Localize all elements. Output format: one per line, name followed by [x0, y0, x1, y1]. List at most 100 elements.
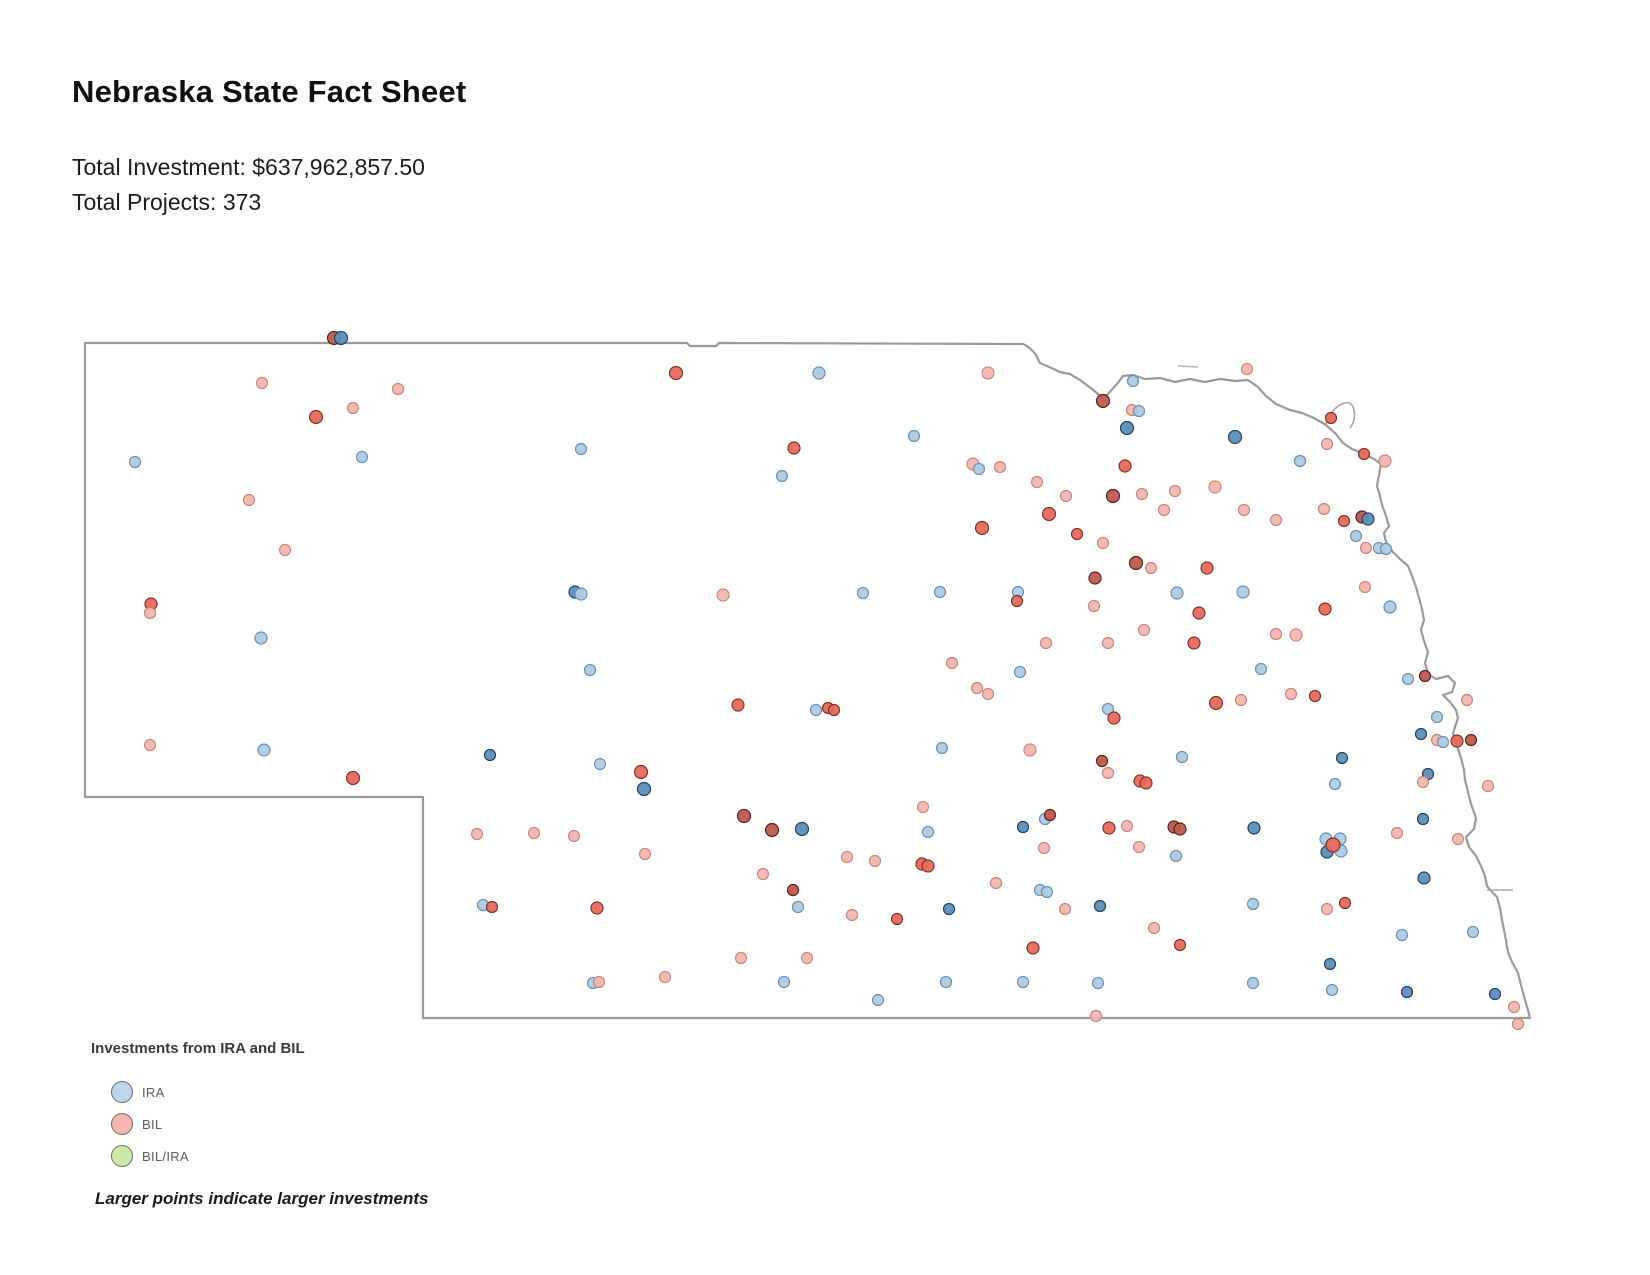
legend-swatch-icon — [111, 1081, 133, 1103]
investment-point — [1325, 837, 1341, 853]
investment-point — [1119, 420, 1135, 436]
investment-point — [1040, 885, 1054, 899]
investment-point — [658, 970, 672, 984]
investment-point — [1236, 585, 1250, 599]
investment-point — [1325, 983, 1339, 997]
investment-point — [787, 441, 801, 455]
investment-point — [1192, 606, 1206, 620]
investment-point — [593, 757, 607, 771]
investment-point — [809, 703, 823, 717]
page-title: Nebraska State Fact Sheet — [72, 74, 467, 109]
investment-point — [257, 743, 271, 757]
investment-point — [993, 460, 1007, 474]
investment-point — [731, 698, 745, 712]
investment-point — [1095, 393, 1111, 409]
investment-point — [1120, 819, 1134, 833]
investment-point — [972, 462, 986, 476]
legend-swatch-icon — [111, 1145, 133, 1167]
investment-point — [1240, 362, 1254, 376]
investment-point — [777, 975, 791, 989]
investment-point — [1101, 702, 1115, 716]
investment-point — [1093, 899, 1107, 913]
investment-point — [1284, 687, 1298, 701]
investment-point — [255, 376, 269, 390]
investment-point — [1357, 447, 1371, 461]
legend-note: Larger points indicate larger investment… — [95, 1189, 429, 1208]
investment-point — [1169, 849, 1183, 863]
investment-point — [1337, 514, 1351, 528]
investment-point — [1460, 693, 1474, 707]
legend-item-label: BIL/IRA — [142, 1148, 189, 1164]
investment-point — [1087, 599, 1101, 613]
investment-point — [1237, 503, 1251, 517]
investment-point — [1200, 561, 1214, 575]
investment-point — [1147, 921, 1161, 935]
investment-point — [355, 450, 369, 464]
investment-point — [916, 800, 930, 814]
investment-point — [1101, 766, 1115, 780]
legend-item-ira: IRA — [111, 1076, 189, 1108]
investment-point — [981, 366, 995, 380]
investment-point — [1335, 751, 1349, 765]
investment-point — [716, 588, 730, 602]
investment-point — [800, 951, 814, 965]
investment-point — [736, 808, 752, 824]
investment-point — [1037, 841, 1051, 855]
investment-point — [633, 764, 649, 780]
investment-point — [933, 585, 947, 599]
investment-point — [1132, 840, 1146, 854]
investment-point — [1466, 925, 1480, 939]
investment-point — [1400, 985, 1414, 999]
investment-point — [840, 850, 854, 864]
legend-swatch-icon — [111, 1113, 133, 1135]
investment-point — [1328, 777, 1342, 791]
investment-point — [1118, 459, 1132, 473]
investment-point — [1488, 987, 1502, 1001]
investment-point — [1105, 488, 1121, 504]
investment-point — [945, 656, 959, 670]
investment-point — [1378, 454, 1392, 468]
investment-point — [583, 663, 597, 677]
investment-point — [592, 975, 606, 989]
investment-point — [786, 883, 800, 897]
investment-point — [791, 900, 805, 914]
investment-point — [970, 681, 984, 695]
legend-item-label: IRA — [142, 1084, 165, 1100]
nebraska-outline — [83, 341, 1532, 1020]
investment-point — [1128, 555, 1144, 571]
investment-point — [1361, 512, 1375, 526]
investment-point — [527, 826, 541, 840]
investment-point — [1358, 580, 1372, 594]
investment-point — [1450, 734, 1464, 748]
investment-point — [1070, 527, 1084, 541]
investment-point — [1320, 437, 1334, 451]
investment-point — [574, 442, 588, 456]
investment-point — [1026, 941, 1040, 955]
investment-point — [856, 586, 870, 600]
investment-point — [794, 821, 810, 837]
investment-point — [845, 908, 859, 922]
investment-point — [734, 951, 748, 965]
investment-point — [483, 748, 497, 762]
investment-point — [1144, 561, 1158, 575]
investment-point — [1041, 506, 1057, 522]
investment-point — [567, 829, 581, 843]
river-tributary-dash — [1177, 365, 1199, 368]
investment-point — [1170, 586, 1184, 600]
investment-point — [1289, 628, 1303, 642]
investment-point — [333, 330, 349, 346]
investment-point — [1383, 600, 1397, 614]
investment-point — [1481, 779, 1495, 793]
legend-item-label: BIL — [142, 1116, 163, 1132]
investment-point — [143, 606, 157, 620]
investment-point — [346, 401, 360, 415]
investment-point — [1089, 1009, 1103, 1023]
investment-point — [1175, 750, 1189, 764]
investment-point — [668, 365, 684, 381]
investment-point — [1246, 897, 1260, 911]
investment-point — [143, 738, 157, 752]
investment-point — [812, 366, 826, 380]
investment-point — [921, 825, 935, 839]
investment-point — [636, 781, 652, 797]
